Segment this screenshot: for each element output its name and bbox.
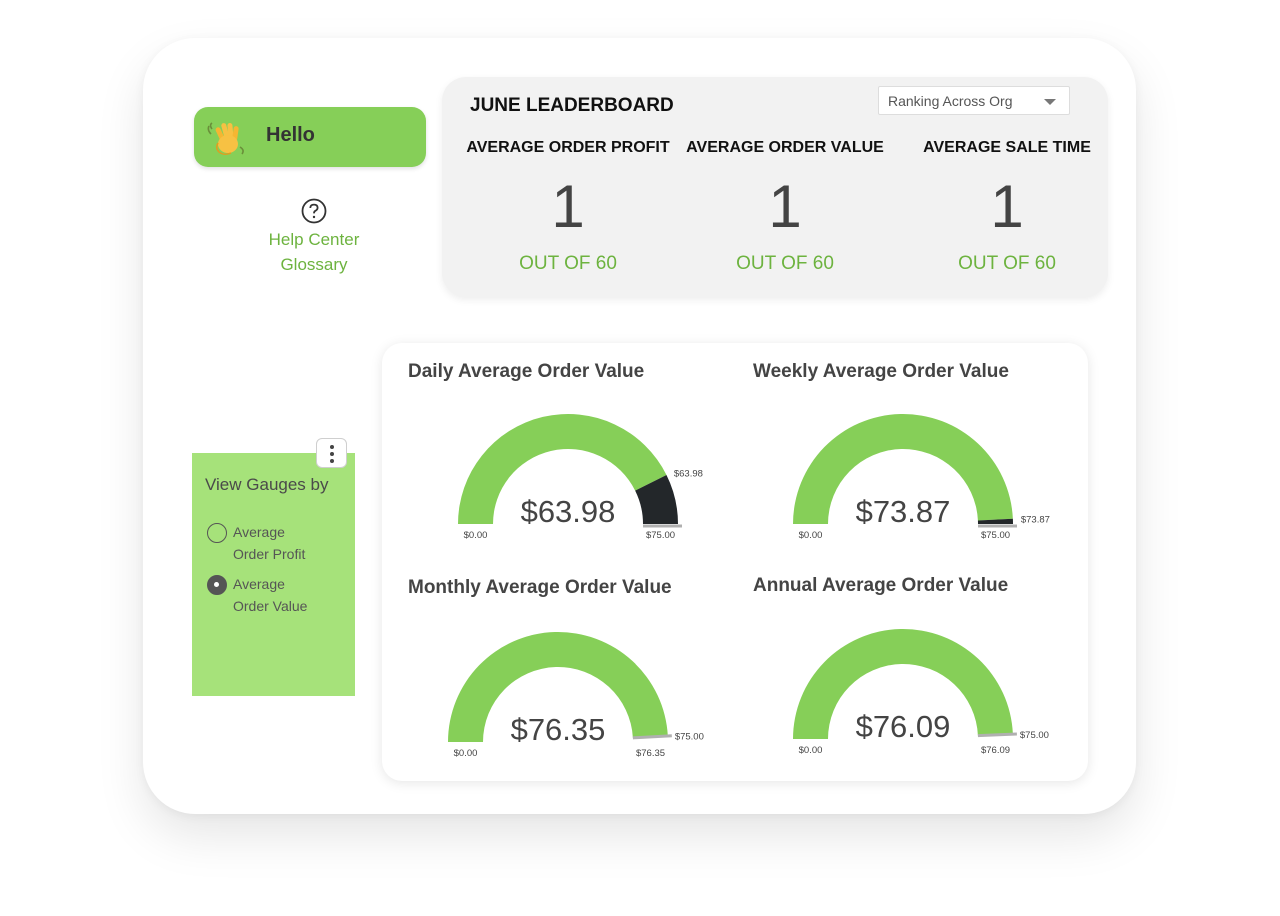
metric-rank: 1	[990, 173, 1024, 240]
ranking-select[interactable]: Ranking Across Org	[878, 86, 1070, 115]
radio-label-line2: Order Profit	[233, 546, 306, 562]
gauges-card	[382, 343, 1088, 781]
metric-out-of: OUT OF 60	[736, 253, 834, 274]
ranking-select-value: Ranking Across Org	[888, 93, 1013, 109]
hello-button[interactable]: Hello	[194, 107, 426, 167]
gauge-max-label: $75.00	[646, 530, 675, 541]
radio-button-selected[interactable]	[207, 575, 227, 595]
help-icon[interactable]	[300, 197, 328, 225]
gauge-value-label: $76.35	[511, 712, 606, 747]
kebab-dot	[330, 445, 334, 449]
hello-label: Hello	[266, 124, 315, 146]
gauge-fill-arc	[458, 414, 667, 524]
metric-rank: 1	[551, 173, 585, 240]
gauge-annual: $76.09 $0.00 $76.09 $75.00	[793, 629, 1049, 756]
gauge-filter-panel: View Gauges by Average Order Profit Aver…	[192, 453, 355, 696]
kebab-dot	[330, 459, 334, 463]
radio-button[interactable]	[207, 523, 227, 543]
gauge-title-annual: Annual Average Order Value	[753, 575, 1009, 596]
radio-label-line1: Average	[233, 576, 285, 592]
gauge-max-label: $76.35	[636, 748, 665, 759]
metric-average-order-value: AVERAGE ORDER VALUE 1 OUT OF 60	[676, 139, 894, 275]
gauge-marker-label: $63.98	[674, 468, 703, 479]
gauge-target-marker	[632, 734, 672, 740]
metric-label: AVERAGE ORDER PROFIT	[466, 139, 670, 156]
radio-label: Average Order Profit	[233, 521, 343, 565]
gauge-target-label: $75.00	[675, 732, 704, 743]
leaderboard-title: JUNE LEADERBOARD	[470, 95, 674, 116]
gauge-max-label: $76.09	[981, 745, 1010, 756]
gauge-weekly: $73.87 $0.00 $75.00 $73.87	[793, 414, 1050, 541]
waving-hand-icon	[207, 122, 244, 155]
gauge-max-label: $75.00	[981, 530, 1010, 541]
gauge-value-label: $73.87	[856, 494, 951, 529]
gauge-title-monthly: Monthly Average Order Value	[408, 577, 672, 598]
gauge-fill-arc	[793, 414, 1013, 524]
gauge-target-label: $75.00	[1020, 730, 1049, 741]
gauge-min-label: $0.00	[799, 530, 823, 541]
metric-label: AVERAGE ORDER VALUE	[686, 139, 884, 156]
filter-title: View Gauges by	[205, 475, 329, 494]
gauge-remaining-arc	[635, 475, 678, 524]
metric-average-sale-time: AVERAGE SALE TIME 1 OUT OF 60	[898, 139, 1116, 275]
gauge-daily: $63.98 $0.00 $75.00 $63.98	[458, 414, 703, 541]
help-center-label[interactable]: Help Center	[268, 230, 360, 249]
radio-label: Average Order Value	[233, 573, 343, 617]
kebab-dot	[330, 452, 334, 456]
gauge-min-label: $0.00	[454, 748, 478, 759]
gauge-fill-arc	[793, 629, 1013, 739]
radio-label-line2: Order Value	[233, 598, 308, 614]
more-options-button[interactable]	[316, 438, 347, 468]
gauge-monthly: $76.35 $0.00 $76.35 $75.00	[448, 632, 704, 759]
gauge-title-weekly: Weekly Average Order Value	[753, 361, 1009, 382]
metric-label: AVERAGE SALE TIME	[923, 139, 1091, 156]
help-center-link[interactable]: Help Center Glossary	[244, 227, 384, 277]
radio-label-line1: Average	[233, 524, 285, 540]
gauge-fill-arc	[448, 632, 668, 742]
chevron-down-icon	[1044, 99, 1056, 105]
metric-out-of: OUT OF 60	[519, 253, 617, 274]
leaderboard-panel: JUNE LEADERBOARD Ranking Across Org AVER…	[442, 77, 1108, 297]
gauge-marker-label: $73.87	[1021, 515, 1050, 526]
gauge-value-label: $63.98	[521, 494, 616, 529]
metric-out-of: OUT OF 60	[958, 253, 1056, 274]
glossary-label[interactable]: Glossary	[280, 255, 348, 274]
gauge-remaining-arc	[977, 518, 1013, 524]
gauge-min-label: $0.00	[464, 530, 488, 541]
gauge-title-daily: Daily Average Order Value	[408, 361, 645, 382]
metric-average-order-profit: AVERAGE ORDER PROFIT 1 OUT OF 60	[459, 139, 677, 275]
metric-rank: 1	[768, 173, 802, 240]
gauge-target-marker	[977, 732, 1017, 738]
gauge-value-label: $76.09	[856, 709, 951, 744]
gauge-min-label: $0.00	[799, 745, 823, 756]
